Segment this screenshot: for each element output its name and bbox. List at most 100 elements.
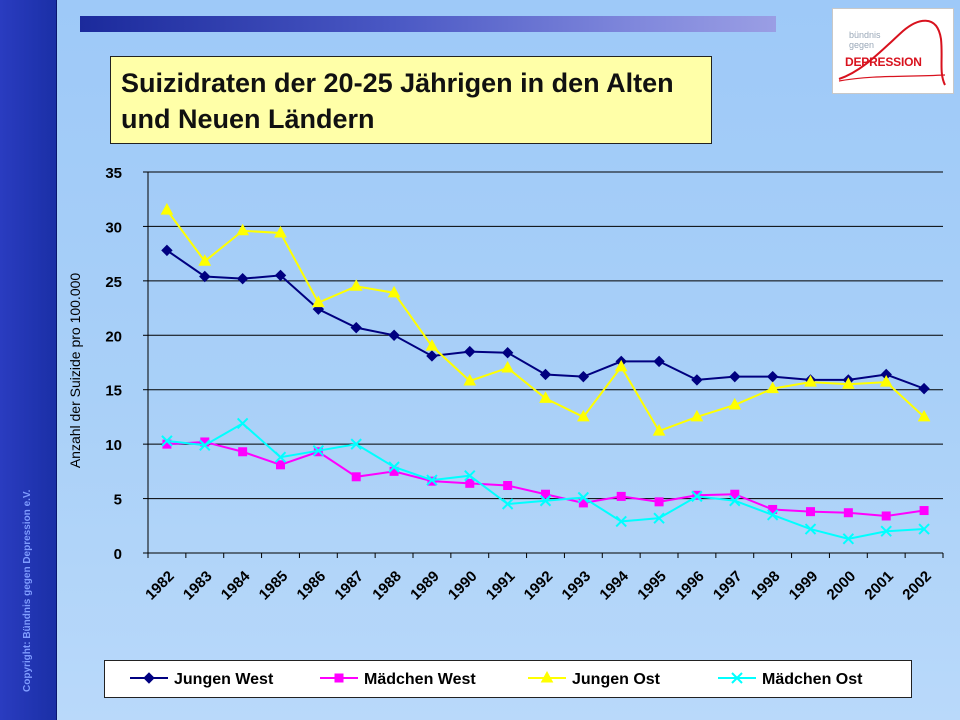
data-point-jungen-west xyxy=(918,382,930,395)
data-point-jungen-ost xyxy=(312,295,325,308)
x-tick-label: 1989 xyxy=(407,568,443,604)
legend-label-maedchen-west: Mädchen West xyxy=(364,671,476,688)
chart-title-box: Suizidraten der 20-25 Jährigen in den Al… xyxy=(110,56,712,144)
data-point-maedchen-ost xyxy=(766,509,779,521)
data-point-maedchen-west xyxy=(768,504,778,514)
data-point-jungen-west xyxy=(274,269,287,282)
data-point-maedchen-west xyxy=(541,489,550,499)
legend-marker-jungen-west xyxy=(143,672,155,684)
data-point-jungen-west xyxy=(199,270,211,283)
data-point-jungen-ost xyxy=(917,409,931,422)
x-tick-label: 1987 xyxy=(331,568,367,604)
data-point-maedchen-west xyxy=(806,507,815,517)
logo-wordmark: DEPRESSION xyxy=(845,55,922,69)
data-point-maedchen-west xyxy=(503,481,513,491)
x-tick-label: 1984 xyxy=(218,567,254,603)
data-point-jungen-west xyxy=(729,370,741,383)
legend-label-jungen-west: Jungen West xyxy=(174,671,274,688)
x-tick-label: 1992 xyxy=(521,568,557,604)
data-point-jungen-ost xyxy=(463,373,477,386)
data-point-maedchen-west xyxy=(351,472,361,482)
y-tick-label: 20 xyxy=(105,328,122,345)
data-point-jungen-west xyxy=(766,370,779,383)
x-tick-label: 1985 xyxy=(256,568,292,604)
data-point-jungen-ost xyxy=(425,339,439,351)
x-tick-label: 1983 xyxy=(180,568,216,604)
data-point-maedchen-ost xyxy=(653,512,665,524)
x-tick-label: 1982 xyxy=(142,568,178,604)
legend-marker-maedchen-ost xyxy=(731,672,743,684)
data-point-jungen-west xyxy=(539,368,552,381)
logo-line1: bündnis xyxy=(849,30,881,40)
x-tick-label: 1994 xyxy=(596,567,632,603)
y-tick-label: 10 xyxy=(105,437,122,454)
x-tick-label: 1993 xyxy=(559,568,595,604)
legend-box xyxy=(104,660,912,698)
data-point-maedchen-west xyxy=(843,508,853,518)
top-accent-bar xyxy=(80,16,776,32)
data-point-jungen-ost xyxy=(728,397,742,410)
x-tick-label: 1996 xyxy=(672,568,708,604)
x-tick-label: 2001 xyxy=(861,568,897,604)
data-point-jungen-ost xyxy=(842,377,855,389)
data-point-jungen-ost xyxy=(652,424,666,436)
data-point-maedchen-west xyxy=(238,447,248,457)
x-tick-label: 1999 xyxy=(786,568,822,604)
data-point-maedchen-west xyxy=(730,489,740,499)
data-point-maedchen-ost xyxy=(161,435,173,447)
data-point-jungen-ost xyxy=(160,203,174,215)
data-point-maedchen-west xyxy=(881,511,891,521)
data-point-maedchen-west xyxy=(465,478,475,488)
data-point-maedchen-ost xyxy=(691,490,703,503)
data-point-maedchen-ost xyxy=(236,417,249,430)
y-tick-label: 35 xyxy=(105,165,122,182)
data-point-maedchen-ost xyxy=(350,438,362,450)
data-point-jungen-west xyxy=(501,346,514,359)
legend-label-jungen-ost: Jungen Ost xyxy=(572,671,661,688)
chart-title: Suizidraten der 20-25 Jährigen in den Al… xyxy=(121,68,674,134)
y-tick-label: 25 xyxy=(105,274,122,291)
data-point-jungen-west xyxy=(577,370,590,383)
data-point-jungen-west xyxy=(691,374,703,386)
data-point-maedchen-ost xyxy=(842,533,855,545)
data-point-maedchen-ost xyxy=(274,451,287,463)
data-point-maedchen-west xyxy=(919,506,929,516)
data-point-jungen-ost xyxy=(539,391,552,403)
data-point-jungen-ost xyxy=(804,375,817,387)
data-point-jungen-ost xyxy=(766,381,779,394)
y-tick-label: 0 xyxy=(114,546,122,563)
data-point-jungen-west xyxy=(464,345,476,358)
x-tick-label: 1997 xyxy=(710,568,746,604)
data-point-maedchen-ost xyxy=(312,444,325,457)
data-point-jungen-west xyxy=(653,355,665,368)
data-point-maedchen-ost xyxy=(880,525,892,537)
series-line-maedchen-west xyxy=(166,440,925,517)
data-point-maedchen-west xyxy=(578,498,588,508)
data-point-jungen-west xyxy=(350,321,362,334)
side-band xyxy=(0,0,57,720)
legend-marker-maedchen-west xyxy=(334,673,344,683)
y-axis-label: Anzahl der Suizide pro 100.000 xyxy=(67,273,83,469)
data-point-jungen-ost xyxy=(236,223,249,236)
y-tick-label: 30 xyxy=(105,219,122,236)
data-point-jungen-west xyxy=(236,272,249,285)
data-point-maedchen-ost xyxy=(804,523,817,535)
x-tick-label: 1991 xyxy=(483,568,519,604)
data-point-maedchen-ost xyxy=(539,495,552,507)
data-point-maedchen-ost xyxy=(464,470,476,482)
data-point-jungen-ost xyxy=(349,279,363,291)
y-tick-label: 5 xyxy=(114,492,122,509)
data-point-maedchen-ost xyxy=(615,515,627,528)
data-point-maedchen-ost xyxy=(729,495,741,507)
data-point-jungen-ost xyxy=(198,254,212,266)
logo: bündnis gegen DEPRESSION xyxy=(832,8,954,94)
legend-label-maedchen-ost: Mädchen Ost xyxy=(762,671,863,688)
data-point-jungen-ost xyxy=(614,359,628,372)
x-tick-label: 2000 xyxy=(824,568,860,604)
data-point-jungen-ost xyxy=(274,225,287,238)
legend-marker-jungen-ost xyxy=(540,670,554,683)
data-point-maedchen-ost xyxy=(501,498,514,510)
data-point-jungen-ost xyxy=(879,375,893,387)
data-point-maedchen-west xyxy=(654,497,664,507)
